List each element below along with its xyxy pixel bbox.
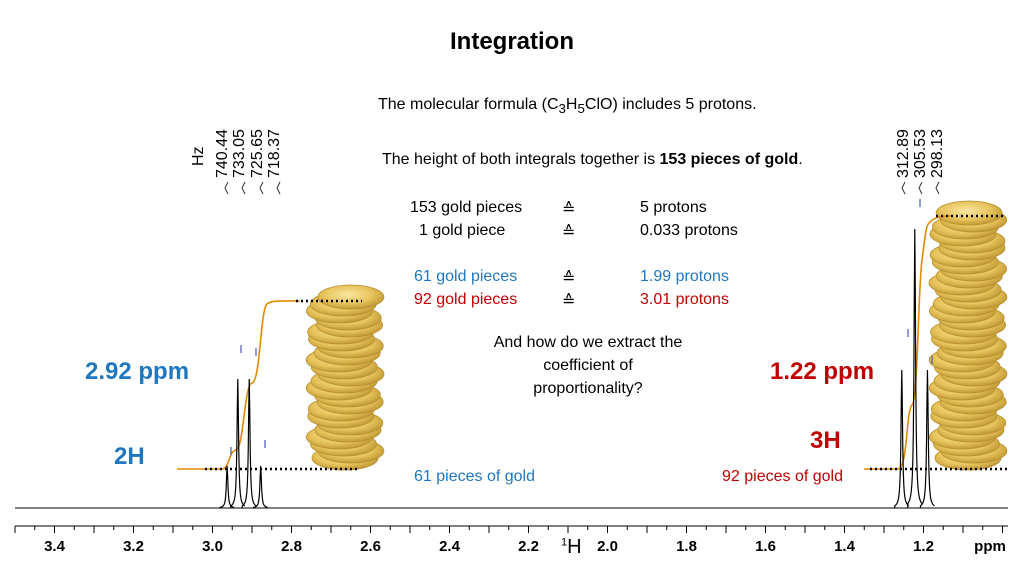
peak-2	[230, 378, 246, 508]
integral-text-2: .	[798, 151, 803, 168]
ratio-symbol-1: ≙	[562, 201, 576, 218]
integral-curve-ch2	[177, 300, 301, 470]
x-tick-label-3.2: 3.2	[123, 538, 144, 555]
formula-sub-1: 3	[558, 101, 566, 117]
x-tick-label-2.2: 2.2	[518, 538, 539, 555]
hz-connector-7	[935, 181, 940, 195]
question-text: And how do we extract the coefficient of…	[470, 331, 706, 400]
formula-text-2: H	[565, 96, 578, 113]
nucleus-label: 1H	[561, 536, 582, 559]
hz-connector-1	[224, 181, 229, 195]
ratio-left-4: 92 gold pieces	[414, 291, 518, 308]
ratio-left-2: 1 gold piece	[419, 222, 506, 239]
question-line-1: And how do we extract the	[493, 334, 683, 351]
ratio-left-3: 61 gold pieces	[414, 268, 518, 285]
integral-curve-ch3	[864, 215, 953, 470]
peak-5	[894, 369, 910, 509]
hz-connector-5	[901, 181, 906, 195]
formula-sub-2: 5	[577, 101, 585, 117]
ratio-left-1: 153 gold pieces	[410, 199, 523, 216]
ratio-symbol-3: ≙	[562, 270, 576, 287]
nucleus-mass-number: 1	[561, 536, 568, 549]
coin-stack-ch2-coin-24	[317, 284, 385, 310]
question-line-2: coefficient of	[543, 357, 633, 374]
peak-1	[219, 465, 235, 509]
nucleus-symbol: H	[567, 536, 582, 558]
ratio-symbol-4: ≙	[562, 293, 576, 310]
peak-4	[253, 465, 268, 508]
protons-label-ch3: 3H	[810, 427, 841, 454]
ratio-right-2: 0.033 protons	[640, 222, 738, 239]
x-tick-label-1.6: 1.6	[755, 538, 776, 555]
x-tick-label-3.0: 3.0	[202, 538, 223, 555]
x-tick-label-1.4: 1.4	[834, 538, 855, 555]
hz-connector-2	[241, 181, 246, 195]
protons-label-ch2: 2H	[114, 443, 145, 470]
ratio-right-1: 5 protons	[640, 199, 707, 216]
x-tick-label-1.2: 1.2	[913, 538, 934, 555]
x-tick-label-2.8: 2.8	[281, 538, 302, 555]
pieces-label-ch2: 61 pieces of gold	[414, 468, 535, 485]
peak-6	[907, 228, 923, 508]
x-tick-label-2.4: 2.4	[439, 538, 460, 555]
integral-statement: The height of both integrals together is…	[382, 151, 803, 169]
integral-text-1: The height of both integrals together is	[382, 151, 660, 168]
x-tick-label-2.0: 2.0	[597, 538, 618, 555]
ratio-symbol-2: ≙	[562, 224, 576, 241]
coin-stack-ch3-coin-36	[935, 200, 1003, 226]
peak-7	[919, 369, 935, 508]
x-tick-label-1.8: 1.8	[676, 538, 697, 555]
x-tick-label-2.6: 2.6	[360, 538, 381, 555]
shift-label-ch3: 1.22 ppm	[770, 358, 875, 385]
ratio-right-3: 1.99 protons	[640, 268, 729, 285]
hz-connector-4	[276, 181, 281, 195]
peak-3	[241, 378, 257, 509]
ratio-right-4: 3.01 protons	[640, 291, 729, 308]
x-tick-label-3.4: 3.4	[44, 538, 65, 555]
formula-text-3: ClO) includes 5 protons.	[584, 96, 757, 113]
formula-statement: The molecular formula (C3H5ClO) includes…	[378, 96, 757, 116]
pieces-label-ch3: 92 pieces of gold	[722, 468, 843, 485]
slide-title: Integration	[450, 28, 574, 55]
hz-connector-6	[918, 181, 923, 195]
x-axis-unit: ppm	[974, 538, 1006, 555]
question-line-3: proportionality?	[533, 380, 643, 397]
shift-label-ch2: 2.92 ppm	[85, 358, 190, 385]
hz-connector-3	[259, 181, 264, 195]
integral-text-bold: 153 pieces of gold	[659, 151, 799, 168]
formula-text-1: The molecular formula (C	[378, 96, 559, 113]
